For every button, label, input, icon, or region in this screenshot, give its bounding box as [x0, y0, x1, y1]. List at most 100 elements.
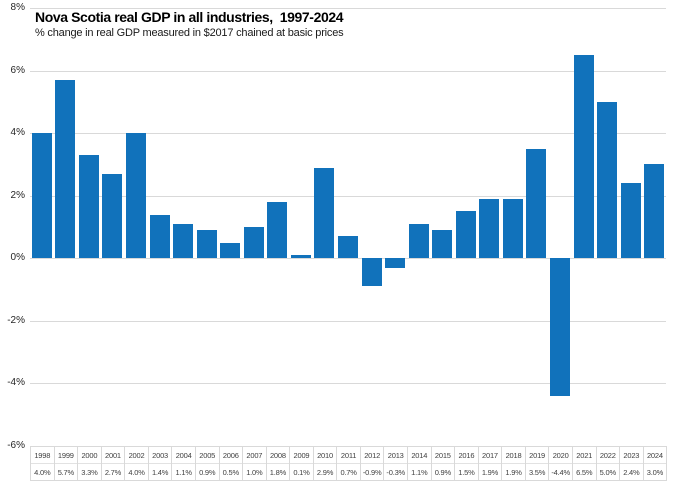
bar-2003: [149, 214, 170, 259]
bar-2023: [620, 183, 641, 259]
bar-2014: [408, 223, 429, 259]
y-axis-tick-label: 4%: [10, 127, 25, 138]
table-cell-2004: 2004 1.1%: [172, 447, 196, 480]
table-cell-1998: 1998 4.0%: [31, 447, 55, 480]
chart-title: Nova Scotia real GDP in all industries, …: [35, 9, 344, 25]
table-cell-2017: 2017 1.9%: [478, 447, 503, 480]
year-label: 2002: [125, 447, 148, 464]
bar-2019: [526, 148, 547, 259]
bar-2011: [338, 236, 358, 259]
table-cell-2021: 2021 6.5%: [572, 447, 597, 480]
year-label: 2005: [195, 447, 219, 464]
table-cell-2014: 2014 1.1%: [408, 447, 432, 480]
value-label: 3.3%: [81, 467, 98, 477]
table-cell-2000: 2000 3.3%: [78, 447, 102, 480]
value-label: 1.1%: [411, 467, 428, 477]
year-label: 2014: [408, 447, 431, 464]
value-label: 1.8%: [269, 467, 287, 477]
value-label: 3.5%: [528, 467, 546, 477]
table-cell-2022: 2022 5.0%: [596, 447, 621, 480]
gridline: [30, 196, 666, 197]
bar-2000: [78, 155, 99, 259]
gridline: [30, 133, 666, 134]
bar-2018: [502, 198, 523, 259]
gridline: [30, 321, 666, 322]
year-label: 2003: [148, 447, 172, 464]
value-label: 4.0%: [34, 467, 51, 477]
bar-2017: [479, 198, 500, 259]
year-label: 2013: [384, 447, 407, 464]
year-label: 2001: [101, 447, 125, 464]
value-label: 2.9%: [316, 467, 334, 477]
y-axis-tick-label: 6%: [10, 65, 25, 76]
bar-2012: [361, 258, 382, 287]
value-label: 2.4%: [623, 467, 640, 477]
table-cell-2012: 2012 -0.9%: [360, 447, 385, 480]
value-label: 0.9%: [199, 467, 216, 477]
table-cell-2015: 2015 0.9%: [431, 447, 456, 480]
year-label: 2020: [549, 447, 572, 464]
y-axis-tick-label: -2%: [7, 315, 25, 326]
bar-2001: [102, 173, 123, 259]
table-cell-2013: 2013 -0.3%: [384, 447, 408, 480]
table-cell-2005: 2005 0.9%: [195, 447, 220, 480]
bar-2013: [385, 258, 406, 268]
value-label: -4.4%: [551, 467, 570, 477]
value-label: 0.9%: [434, 467, 451, 477]
bar-2016: [455, 211, 476, 259]
year-label: 1998: [31, 447, 54, 464]
year-label: 2024: [643, 447, 667, 464]
bar-2022: [597, 101, 618, 259]
value-label: 1.0%: [246, 467, 263, 477]
value-label: 1.4%: [151, 467, 169, 477]
value-label: 1.9%: [505, 467, 522, 477]
bar-2004: [173, 223, 194, 259]
year-label: 2017: [478, 447, 502, 464]
bar-2006: [220, 242, 241, 259]
bar-2002: [126, 133, 146, 259]
table-cell-1999: 1999 5.7%: [54, 447, 79, 480]
year-label: 2009: [290, 447, 313, 464]
gridline: [30, 8, 666, 9]
value-label: 0.7%: [340, 467, 357, 477]
year-label: 2006: [219, 447, 243, 464]
bar-2024: [644, 164, 665, 259]
y-axis-tick-label: 8%: [10, 2, 25, 13]
value-label: 1.5%: [458, 467, 475, 477]
year-label: 1999: [54, 447, 78, 464]
gridline: [30, 71, 666, 72]
table-cell-2011: 2011 0.7%: [337, 447, 361, 480]
year-label: 2019: [525, 447, 549, 464]
table-cell-2001: 2001 2.7%: [101, 447, 126, 480]
table-cell-2018: 2018 1.9%: [502, 447, 526, 480]
year-label: 2012: [360, 447, 384, 464]
year-label: 2015: [431, 447, 455, 464]
table-cell-2020: 2020 -4.4%: [549, 447, 573, 480]
table-cell-2010: 2010 2.9%: [313, 447, 338, 480]
bar-2005: [196, 230, 217, 259]
y-axis-tick-label: -6%: [7, 440, 25, 451]
value-label: 0.1%: [293, 467, 310, 477]
value-label: 0.5%: [222, 467, 239, 477]
bar-1999: [55, 80, 76, 259]
year-label: 2010: [313, 447, 337, 464]
table-cell-2019: 2019 3.5%: [525, 447, 550, 480]
gridline: [30, 383, 666, 384]
value-label: 3.0%: [646, 467, 664, 477]
table-cell-2007: 2007 1.0%: [243, 447, 267, 480]
table-cell-2009: 2009 0.1%: [290, 447, 314, 480]
value-label: 1.1%: [175, 467, 192, 477]
bar-2009: [290, 255, 311, 259]
value-label: 2.7%: [104, 467, 122, 477]
chart-subtitle: % change in real GDP measured in $2017 c…: [35, 27, 344, 39]
y-axis-tick-label: 0%: [10, 252, 25, 263]
gridline: [30, 258, 666, 259]
bar-2021: [573, 54, 594, 259]
bar-2020: [550, 258, 570, 396]
value-label: 1.9%: [481, 467, 499, 477]
year-label: 2004: [172, 447, 195, 464]
bar-2007: [243, 227, 264, 259]
table-cell-2006: 2006 0.5%: [219, 447, 244, 480]
table-cell-2002: 2002 4.0%: [125, 447, 149, 480]
